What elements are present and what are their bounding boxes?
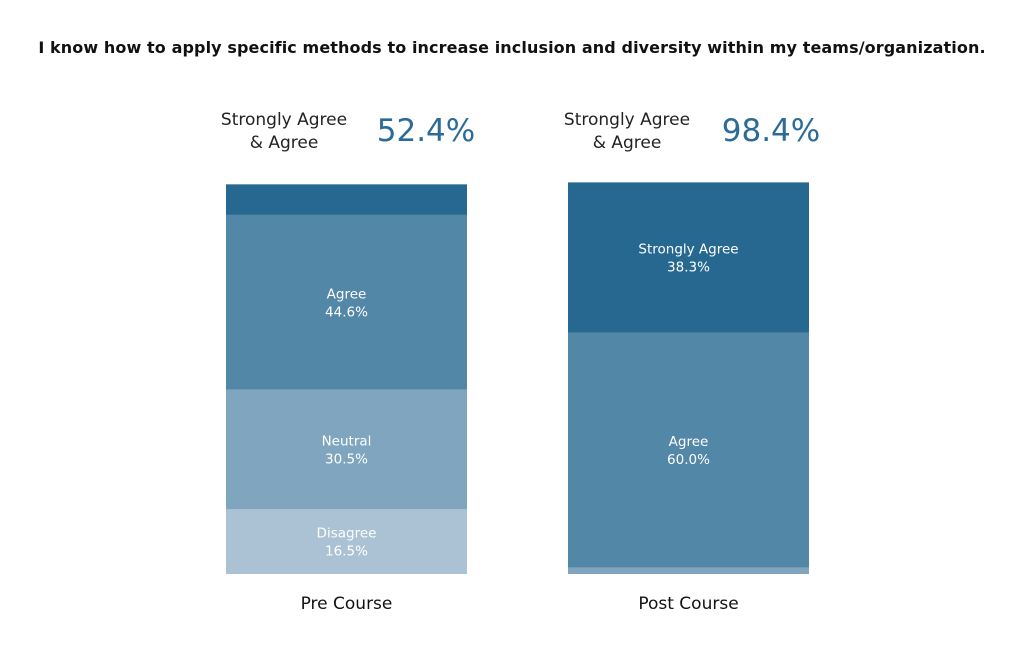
summary-value-pre-course: 52.4%: [377, 113, 475, 149]
category-label-post-course: Post Course: [638, 594, 738, 614]
segment-value-post-course-agree: 60.0%: [667, 452, 710, 468]
bar-segment-post-course-strongly-agree: [568, 182, 809, 333]
segment-label-post-course-strongly-agree: Strongly Agree: [638, 241, 738, 257]
bar-segment-pre-course-disagree: [226, 509, 467, 574]
summary-label-line2: & Agree: [250, 133, 319, 153]
category-label-pre-course: Pre Course: [301, 594, 393, 614]
summary-value-post-course: 98.4%: [722, 113, 820, 149]
bar-segment-pre-course-neutral: [226, 389, 467, 510]
segment-value-post-course-strongly-agree: 38.3%: [667, 259, 710, 275]
segment-label-pre-course-agree: Agree: [327, 286, 367, 302]
segment-value-pre-course-agree: 44.6%: [325, 304, 368, 320]
segment-value-pre-course-neutral: 30.5%: [325, 452, 368, 468]
summary-label-line1: Strongly Agree: [564, 110, 690, 130]
bar-segment-pre-course-agree: [226, 214, 467, 390]
bar-segment-post-course-agree: [568, 332, 809, 568]
summary-label-line2: & Agree: [593, 133, 662, 153]
segment-value-pre-course-disagree: 16.5%: [325, 544, 368, 560]
chart-title: I know how to apply specific methods to …: [38, 38, 986, 57]
segment-label-pre-course-neutral: Neutral: [322, 434, 372, 450]
bar-segment-post-course-neutral: [568, 567, 809, 574]
segment-label-post-course-agree: Agree: [669, 434, 709, 450]
summary-label-line1: Strongly Agree: [221, 110, 347, 130]
segment-label-pre-course-disagree: Disagree: [317, 526, 377, 542]
bar-segment-pre-course-strongly-agree: [226, 184, 467, 215]
